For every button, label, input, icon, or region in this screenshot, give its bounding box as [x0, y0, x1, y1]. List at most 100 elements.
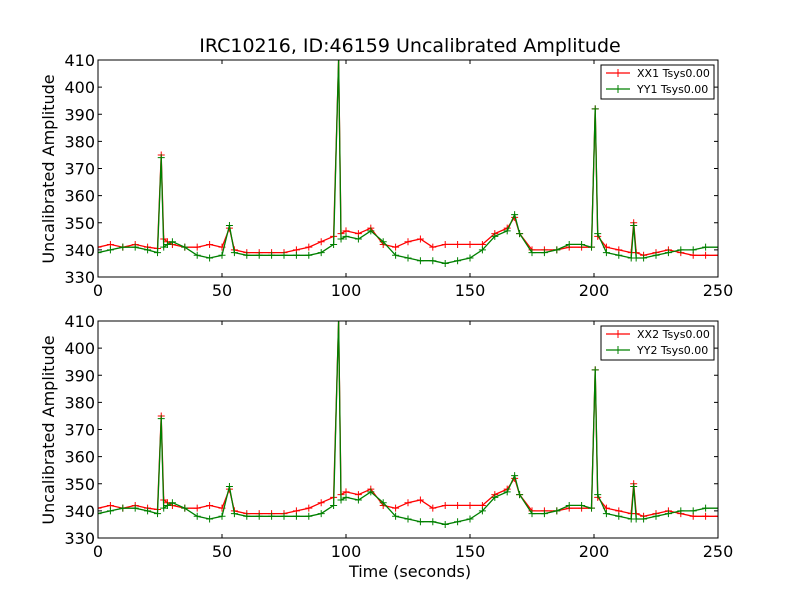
bottom-series-2-point: [578, 501, 586, 509]
bottom-series-2-point: [630, 482, 638, 490]
top-series-2-point: [553, 246, 561, 254]
bottom-series-2-point: [379, 499, 387, 507]
bottom-series-1-point: [305, 504, 313, 512]
top-series-1-point: [404, 238, 412, 246]
bottom-legend-entry-1: XX2 Tsys0.00: [606, 328, 710, 341]
top-x-tick-label: 200: [579, 281, 610, 300]
bottom-series-layer: [98, 321, 718, 528]
top-y-tick-label: 380: [64, 132, 95, 151]
bottom-series-1-point: [454, 501, 462, 509]
top-x-tick-label: 250: [703, 281, 734, 300]
bottom-series-1-point: [317, 499, 325, 507]
top-series-1-point: [392, 243, 400, 251]
top-series-1-point: [429, 243, 437, 251]
bottom-legend: XX2 Tsys0.00 YY2 Tsys0.00: [600, 325, 715, 361]
bottom-x-tick-label: 50: [212, 542, 232, 561]
top-series-2-point: [131, 243, 139, 251]
bottom-series-2-point: [292, 512, 300, 520]
bottom-series-2-point: [181, 504, 189, 512]
bottom-series-2-point: [280, 512, 288, 520]
bottom-legend-entry-2: YY2 Tsys0.00: [606, 344, 708, 357]
bottom-series-2-point: [714, 504, 718, 512]
top-series-2-point: [230, 249, 238, 257]
bottom-series-2-point: [230, 510, 238, 518]
top-series-2-point: [689, 246, 697, 254]
bottom-legend-label-1: XX2 Tsys0.00: [637, 328, 710, 341]
top-series-2-point: [540, 249, 548, 257]
top-y-tick-label: 390: [64, 105, 95, 124]
bottom-series-2-point: [491, 493, 499, 501]
top-x-tick-label: 100: [331, 281, 362, 300]
top-series-2-point: [478, 246, 486, 254]
bottom-series-1-point: [206, 501, 214, 509]
bottom-series-2-point: [664, 510, 672, 518]
top-series-2-point: [354, 235, 362, 243]
bottom-series-2-point: [516, 491, 524, 499]
top-series-2-point: [317, 249, 325, 257]
top-panel: IRC10216, ID:46159 Uncalibrated Amplitud…: [39, 35, 733, 300]
top-series-2-point: [588, 243, 596, 251]
bottom-series-2-point: [416, 518, 424, 526]
top-series-2-point: [594, 230, 602, 238]
bottom-series-2-point: [565, 501, 573, 509]
bottom-series-2-point: [466, 515, 474, 523]
top-series-2-point: [416, 257, 424, 265]
bottom-series-2-point: [594, 491, 602, 499]
bottom-series-2-point: [640, 515, 648, 523]
bottom-series-2-point: [677, 507, 685, 515]
bottom-series-2-point: [144, 507, 152, 515]
bottom-y-tick-label: 380: [64, 393, 95, 412]
top-series-2-point: [305, 251, 313, 259]
bottom-series-2-point: [503, 488, 511, 496]
bottom-series-2-point: [404, 515, 412, 523]
bottom-series-1-point: [702, 512, 710, 520]
top-series-2-point: [429, 257, 437, 265]
bottom-series-2-point: [330, 501, 338, 509]
bottom-legend-label-2: YY2 Tsys0.00: [636, 344, 708, 357]
top-series-2-point: [466, 254, 474, 262]
bottom-series-1-point: [714, 512, 718, 520]
top-series-2-point: [516, 230, 524, 238]
top-legend-label-2: YY1 Tsys0.00: [636, 83, 708, 96]
top-series-2-point: [106, 246, 114, 254]
bottom-series-1-point: [466, 501, 474, 509]
bottom-series-2-point: [354, 496, 362, 504]
top-series-2-point: [181, 243, 189, 251]
bottom-series-1-point: [416, 496, 424, 504]
bottom-legend-marker-1: [614, 330, 622, 338]
bottom-series-2-point: [131, 504, 139, 512]
top-series-2-point: [292, 251, 300, 259]
top-y-tick-label: 400: [64, 78, 95, 97]
top-series-2-point: [154, 249, 162, 257]
bottom-series-2-point: [255, 512, 263, 520]
top-y-tick-label: 340: [64, 241, 95, 260]
top-series-1-point: [193, 243, 201, 251]
bottom-series-2-point: [193, 512, 201, 520]
top-x-tick-label: 150: [455, 281, 486, 300]
bottom-y-tick-label: 340: [64, 502, 95, 521]
top-series-2-point: [441, 259, 449, 267]
top-series-2-point: [640, 254, 648, 262]
bottom-x-tick-label: 250: [703, 542, 734, 561]
top-series-1-point: [714, 251, 718, 259]
top-series-2-point: [379, 238, 387, 246]
bottom-series-2-point: [540, 510, 548, 518]
bottom-series-2-point: [591, 366, 599, 374]
top-series-1-point: [305, 243, 313, 251]
top-series-1-point: [98, 243, 102, 251]
bottom-series-2-point: [454, 518, 462, 526]
top-series-2-point: [511, 211, 519, 219]
bottom-series-2-point: [163, 501, 171, 509]
bottom-x-tick-label: 100: [331, 542, 362, 561]
bottom-y-tick-label: 330: [64, 529, 95, 548]
top-series-2-point: [255, 251, 263, 259]
bottom-plot-area: 0 50 100 150 200 250 330 340 350 360 370 380 390 400 4…: [64, 312, 733, 561]
top-legend-label-1: XX1 Tsys0.00: [637, 67, 710, 80]
top-legend-entry-2: YY1 Tsys0.00: [606, 83, 708, 96]
top-series-1-point: [441, 240, 449, 248]
top-series-2-point: [677, 246, 685, 254]
top-series-2-point: [591, 105, 599, 113]
top-legend-entry-1: XX1 Tsys0.00: [606, 67, 710, 80]
